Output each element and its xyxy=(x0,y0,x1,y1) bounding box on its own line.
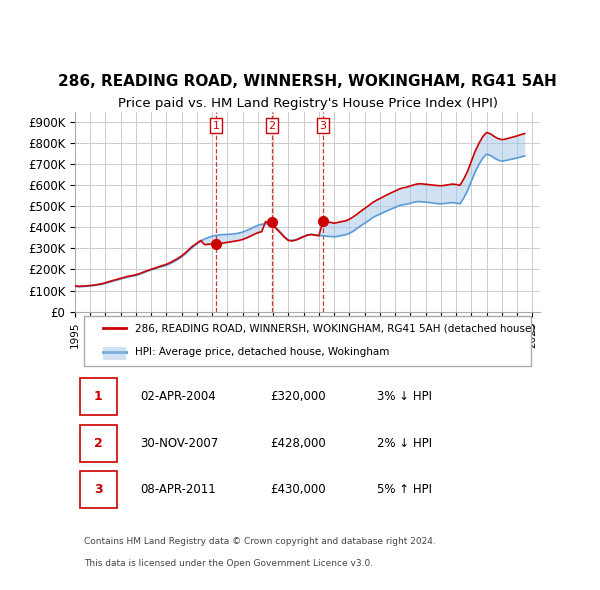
FancyBboxPatch shape xyxy=(80,425,117,462)
Text: 5% ↑ HPI: 5% ↑ HPI xyxy=(377,483,432,496)
Text: 2% ↓ HPI: 2% ↓ HPI xyxy=(377,437,433,450)
Text: 30-NOV-2007: 30-NOV-2007 xyxy=(140,437,218,450)
FancyBboxPatch shape xyxy=(80,471,117,508)
Text: This data is licensed under the Open Government Licence v3.0.: This data is licensed under the Open Gov… xyxy=(84,559,373,568)
FancyBboxPatch shape xyxy=(84,316,531,366)
Text: HPI: Average price, detached house, Wokingham: HPI: Average price, detached house, Woki… xyxy=(136,347,390,357)
Text: 1: 1 xyxy=(212,121,220,130)
Text: Price paid vs. HM Land Registry's House Price Index (HPI): Price paid vs. HM Land Registry's House … xyxy=(118,97,497,110)
Text: £320,000: £320,000 xyxy=(270,391,326,404)
Text: 286, READING ROAD, WINNERSH, WOKINGHAM, RG41 5AH (detached house): 286, READING ROAD, WINNERSH, WOKINGHAM, … xyxy=(136,323,536,333)
FancyBboxPatch shape xyxy=(103,347,126,360)
Text: 3: 3 xyxy=(320,121,326,130)
Text: 3% ↓ HPI: 3% ↓ HPI xyxy=(377,391,432,404)
Text: Contains HM Land Registry data © Crown copyright and database right 2024.: Contains HM Land Registry data © Crown c… xyxy=(84,537,436,546)
FancyBboxPatch shape xyxy=(80,378,117,415)
Text: 1: 1 xyxy=(94,391,103,404)
Text: 2: 2 xyxy=(94,437,103,450)
Text: 3: 3 xyxy=(94,483,103,496)
Text: 286, READING ROAD, WINNERSH, WOKINGHAM, RG41 5AH: 286, READING ROAD, WINNERSH, WOKINGHAM, … xyxy=(58,74,557,88)
Text: 08-APR-2011: 08-APR-2011 xyxy=(140,483,216,496)
Text: 02-APR-2004: 02-APR-2004 xyxy=(140,391,216,404)
Text: 2: 2 xyxy=(268,121,275,130)
Text: £428,000: £428,000 xyxy=(270,437,326,450)
Text: £430,000: £430,000 xyxy=(270,483,326,496)
